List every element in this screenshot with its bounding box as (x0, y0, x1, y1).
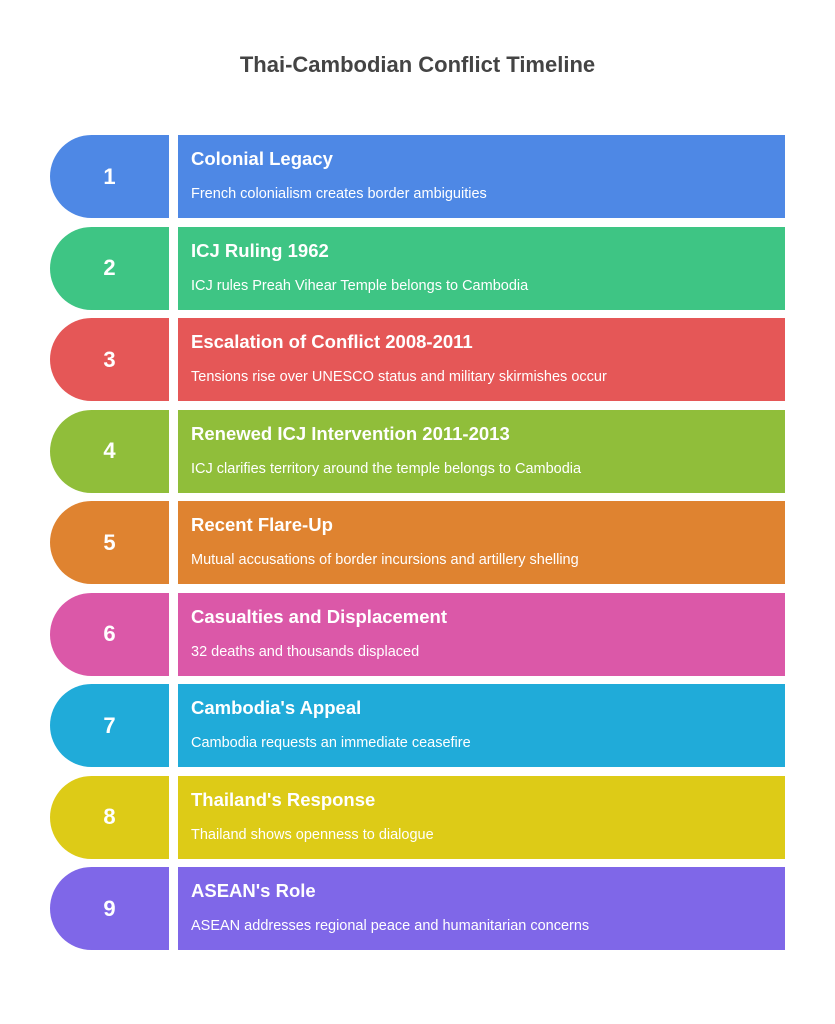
step-number: 2 (50, 226, 169, 310)
step-description: ICJ clarifies territory around the templ… (191, 460, 582, 477)
step-description: Thailand shows openness to dialogue (191, 826, 434, 843)
step-card: Cambodia's Appeal Cambodia requests an i… (178, 684, 785, 767)
step-number: 5 (50, 501, 169, 584)
step-heading: ICJ Ruling 1962 (191, 239, 329, 261)
timeline-step: 1 Colonial Legacy French colonialism cre… (50, 135, 785, 218)
step-number: 4 (50, 409, 169, 493)
step-number: 6 (50, 592, 169, 676)
step-card: Recent Flare-Up Mutual accusations of bo… (178, 501, 785, 584)
step-description: ICJ rules Preah Vihear Temple belongs to… (191, 277, 529, 294)
timeline-step: 4 Renewed ICJ Intervention 2011-2013 ICJ… (50, 409, 785, 493)
step-description: Cambodia requests an immediate ceasefire (191, 735, 471, 751)
timeline-step: 5 Recent Flare-Up Mutual accusations of … (50, 501, 785, 584)
step-card: Thailand's Response Thailand shows openn… (178, 775, 785, 859)
step-number: 9 (50, 867, 169, 950)
step-heading: ASEAN's Role (191, 880, 316, 901)
step-heading: Recent Flare-Up (191, 514, 333, 535)
step-heading: Casualties and Displacement (191, 605, 448, 627)
timeline-step: 9 ASEAN's Role ASEAN addresses regional … (50, 867, 785, 950)
step-heading: Thailand's Response (191, 788, 376, 810)
step-description: Tensions rise over UNESCO status and mil… (191, 369, 607, 385)
step-number: 3 (50, 318, 169, 401)
step-description: Mutual accusations of border incursions … (191, 552, 579, 568)
step-number: 1 (50, 135, 169, 218)
step-description: ASEAN addresses regional peace and human… (191, 918, 590, 934)
step-heading: Colonial Legacy (191, 148, 333, 169)
timeline-step: 6 Casualties and Displacement 32 deaths … (50, 592, 785, 676)
diagram-title: Thai-Cambodian Conflict Timeline (239, 52, 596, 77)
timeline-step: 7 Cambodia's Appeal Cambodia requests an… (50, 684, 785, 767)
step-card: Colonial Legacy French colonialism creat… (178, 135, 785, 218)
step-heading: Cambodia's Appeal (191, 697, 362, 718)
step-card: Casualties and Displacement 32 deaths an… (178, 592, 785, 676)
step-card: Escalation of Conflict 2008-2011 Tension… (178, 318, 785, 401)
step-number: 8 (50, 775, 169, 859)
step-number: 7 (50, 684, 169, 767)
step-card: ICJ Ruling 1962 ICJ rules Preah Vihear T… (178, 226, 785, 310)
step-card: ASEAN's Role ASEAN addresses regional pe… (178, 867, 785, 950)
timeline-step: 3 Escalation of Conflict 2008-2011 Tensi… (50, 318, 785, 401)
timeline-step: 8 Thailand's Response Thailand shows ope… (50, 775, 785, 859)
step-heading: Renewed ICJ Intervention 2011-2013 (191, 422, 510, 444)
step-card: Renewed ICJ Intervention 2011-2013 ICJ c… (178, 409, 785, 493)
timeline-step: 2 ICJ Ruling 1962 ICJ rules Preah Vihear… (50, 226, 785, 310)
step-description: 32 deaths and thousands displaced (191, 643, 420, 660)
step-description: French colonialism creates border ambigu… (191, 186, 487, 202)
step-heading: Escalation of Conflict 2008-2011 (191, 331, 473, 352)
